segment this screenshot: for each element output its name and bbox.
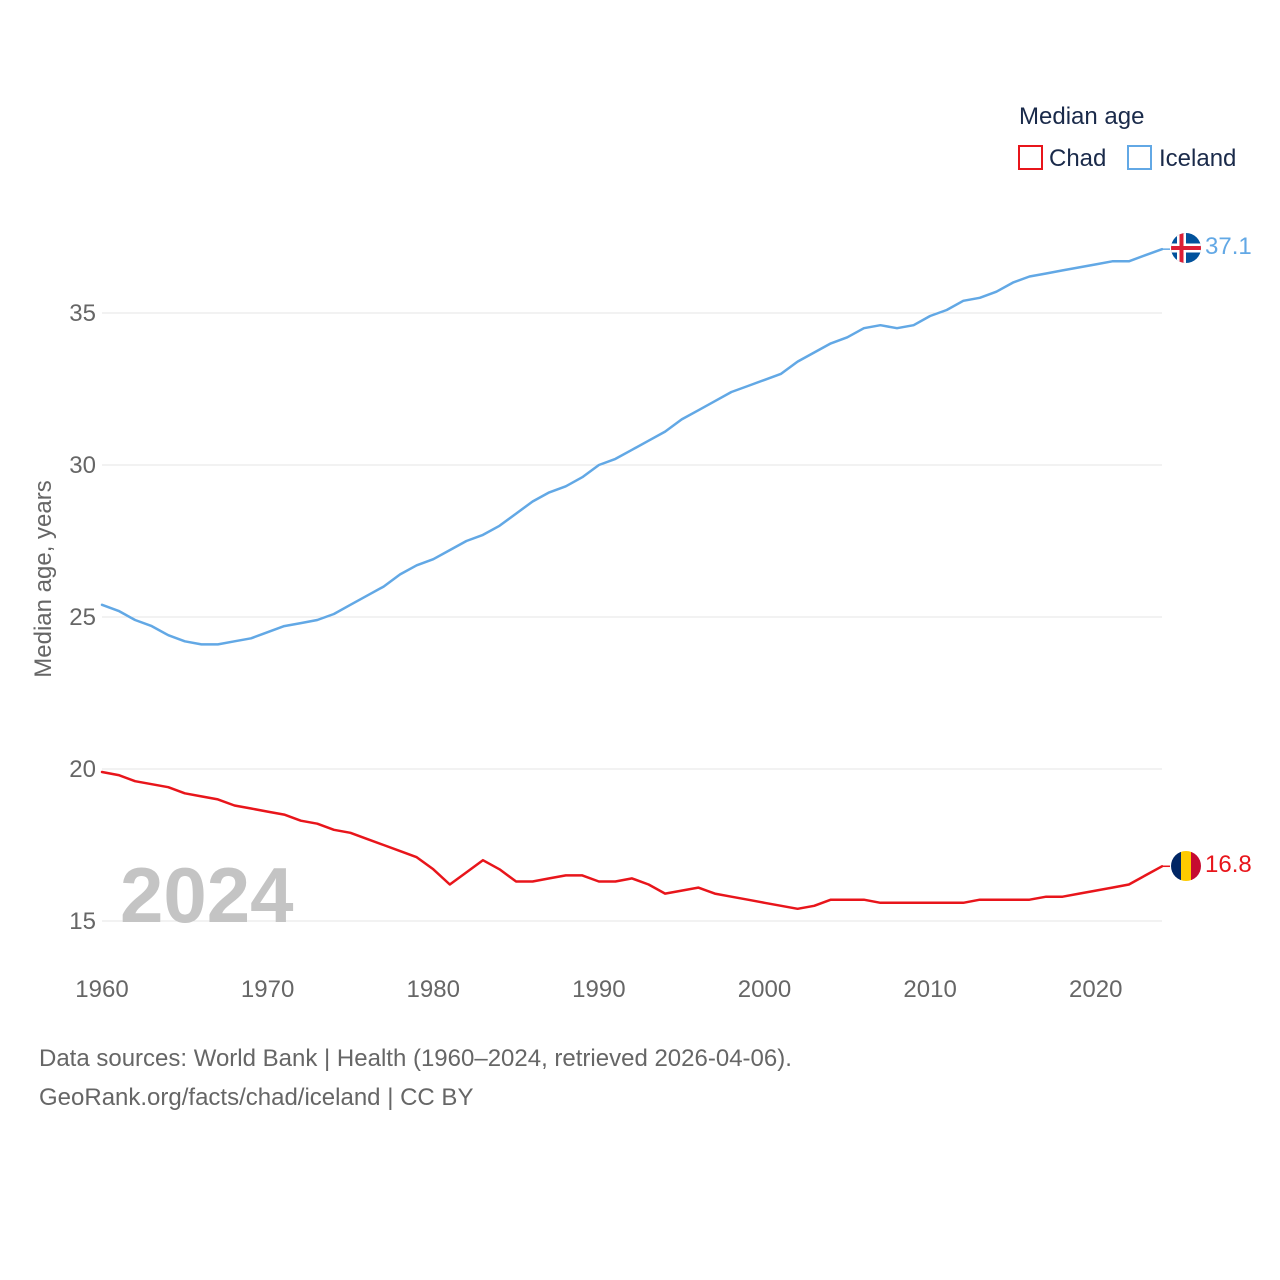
- series-line-iceland[interactable]: [100, 247, 1164, 646]
- legend-swatch-chad[interactable]: [1018, 145, 1043, 170]
- chad-end-value-label: 16.8: [1205, 851, 1252, 878]
- y-tick-30: 30: [69, 452, 96, 479]
- y-axis-label: Median age, years: [30, 480, 57, 677]
- x-tick-1960: 1960: [75, 976, 128, 1003]
- y-tick-35: 35: [69, 300, 96, 327]
- legend: Median age Chad Iceland: [1018, 103, 1236, 172]
- y-tick-25: 25: [69, 604, 96, 631]
- legend-label-chad[interactable]: Chad: [1049, 145, 1106, 172]
- x-axis-tick-labels: 1960 1970 1980 1990 2000 2010 2020: [75, 976, 1122, 1003]
- x-tick-1970: 1970: [241, 976, 294, 1003]
- x-tick-2010: 2010: [903, 976, 956, 1003]
- y-tick-15: 15: [69, 908, 96, 935]
- x-tick-1980: 1980: [407, 976, 460, 1003]
- chad-flag-icon: [1171, 851, 1201, 881]
- x-tick-2000: 2000: [738, 976, 791, 1003]
- y-tick-20: 20: [69, 756, 96, 783]
- y-axis-tick-labels: 15 20 25 30 35: [69, 300, 96, 935]
- legend-title: Median age: [1019, 103, 1144, 130]
- source-line-2: GeoRank.org/facts/chad/iceland | CC BY: [39, 1084, 474, 1111]
- x-tick-2020: 2020: [1069, 976, 1122, 1003]
- legend-swatch-iceland[interactable]: [1127, 145, 1152, 170]
- series-line-chad[interactable]: [100, 770, 1164, 911]
- x-tick-1990: 1990: [572, 976, 625, 1003]
- gridlines: [102, 312, 1162, 922]
- source-line-1: Data sources: World Bank | Health (1960–…: [39, 1045, 792, 1072]
- year-watermark: 2024: [120, 851, 294, 939]
- iceland-end-value-label: 37.1: [1205, 233, 1252, 260]
- series-layer: [100, 247, 1170, 911]
- legend-label-iceland[interactable]: Iceland: [1159, 145, 1236, 172]
- iceland-flag-icon: [1171, 233, 1201, 263]
